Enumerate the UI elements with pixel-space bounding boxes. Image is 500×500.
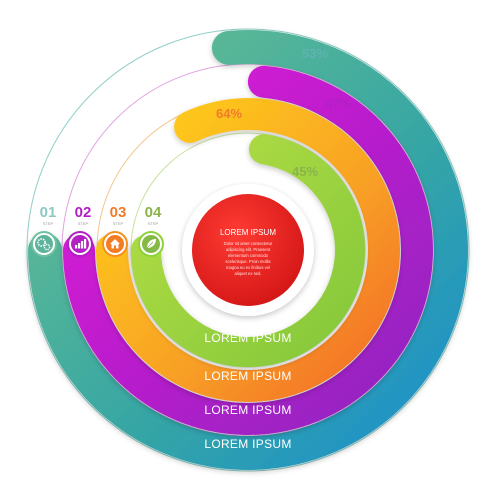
- step-word-03: STEP: [113, 221, 124, 226]
- percentage-label-03: 64%: [216, 106, 242, 121]
- center-body-line-4: scelerisque. Proin mollis: [225, 259, 270, 264]
- step-icons: [31, 231, 164, 257]
- center-red-circle: [192, 194, 304, 306]
- center-body-line-2: adipiscing elit. Praesent: [226, 247, 271, 252]
- ring-bar-04: [131, 134, 365, 367]
- step-numbers: 01 STEP 02 STEP 03 STEP 04 STEP: [40, 204, 162, 226]
- step-word-02: STEP: [78, 221, 89, 226]
- leaf-icon: [138, 231, 164, 257]
- step-number-02: 02: [75, 204, 92, 221]
- step-number-03: 03: [110, 204, 127, 221]
- percentage-label-04: 45%: [292, 164, 318, 179]
- rings-group: [28, 30, 468, 470]
- percentage-label-02: 47%: [325, 96, 351, 111]
- bar-chart-icon: [67, 231, 93, 257]
- ring-labels-group: LOREM IPSUM LOREM IPSUM LOREM IPSUM LOREM I…: [204, 331, 291, 451]
- ring-label-04: LOREM IPSUM: [204, 331, 291, 345]
- step-number-04: 04: [145, 204, 162, 221]
- center-body-line-6: aliquet ex sed.: [234, 271, 261, 276]
- ring-label-01: LOREM IPSUM: [204, 437, 291, 451]
- ring-bar-03: [96, 98, 400, 402]
- ring-bar-01: [28, 30, 468, 470]
- center-body-line-5: magna eu ex finibus vel: [226, 265, 270, 270]
- step-word-01: STEP: [43, 221, 54, 226]
- center-disc: LOREM IPSUM Dolor sit amet consectetur a…: [182, 184, 314, 316]
- gears-icon: [31, 231, 57, 257]
- ring-label-03: LOREM IPSUM: [204, 369, 291, 383]
- ring-bar-02: [63, 65, 433, 435]
- percentage-labels-group: 53% 47% 64% 45%: [216, 46, 351, 179]
- step-number-01: 01: [40, 204, 57, 221]
- center-title: LOREM IPSUM: [220, 228, 276, 237]
- center-body-line-1: Dolor sit amet consectetur: [224, 241, 273, 246]
- ring-label-02: LOREM IPSUM: [204, 403, 291, 417]
- home-icon: [102, 231, 128, 257]
- step-word-04: STEP: [148, 221, 159, 226]
- center-body-line-3: elementum commodo: [228, 253, 269, 258]
- guide-circle-teal: [26, 28, 470, 472]
- percentage-label-01: 53%: [302, 46, 328, 61]
